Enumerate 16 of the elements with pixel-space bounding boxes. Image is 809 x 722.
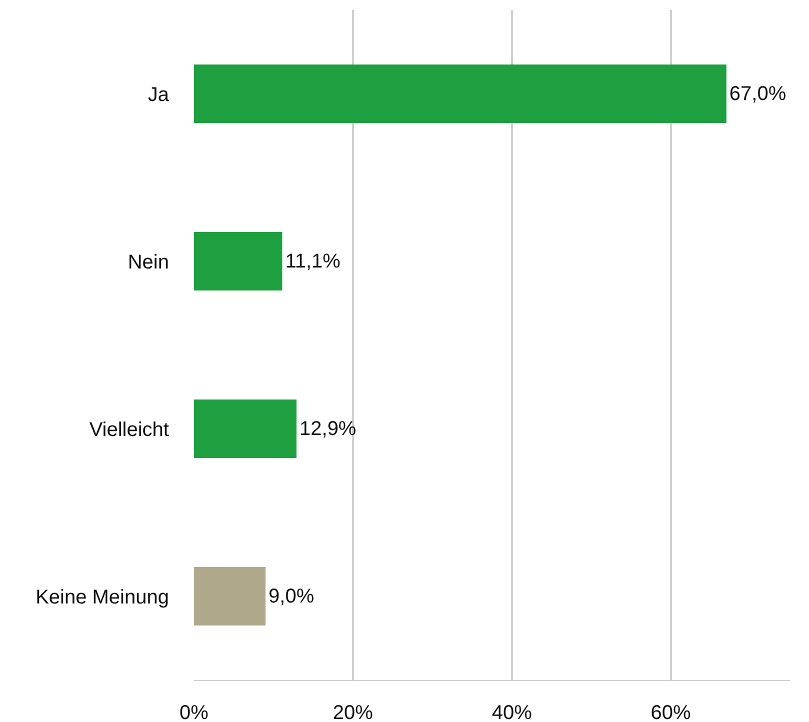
data-label: 12,9% xyxy=(300,418,356,440)
bar xyxy=(194,566,266,626)
y-tick-label: Keine Meinung xyxy=(36,586,169,608)
bar xyxy=(194,399,297,458)
x-tick-label: 0% xyxy=(180,702,209,722)
x-tick-label: 60% xyxy=(650,702,692,722)
bar xyxy=(194,232,282,291)
y-tick-label: Nein xyxy=(128,251,169,274)
data-label: 9,0% xyxy=(268,585,314,608)
x-tick-label: 20% xyxy=(332,702,374,722)
y-tick-label: Ja xyxy=(148,84,170,106)
y-tick-label: Vielleicht xyxy=(89,418,170,441)
data-label: 11,1% xyxy=(285,250,341,272)
data-label: 67,0% xyxy=(729,82,786,105)
bar xyxy=(194,64,726,124)
x-tick-label: 40% xyxy=(492,702,532,722)
